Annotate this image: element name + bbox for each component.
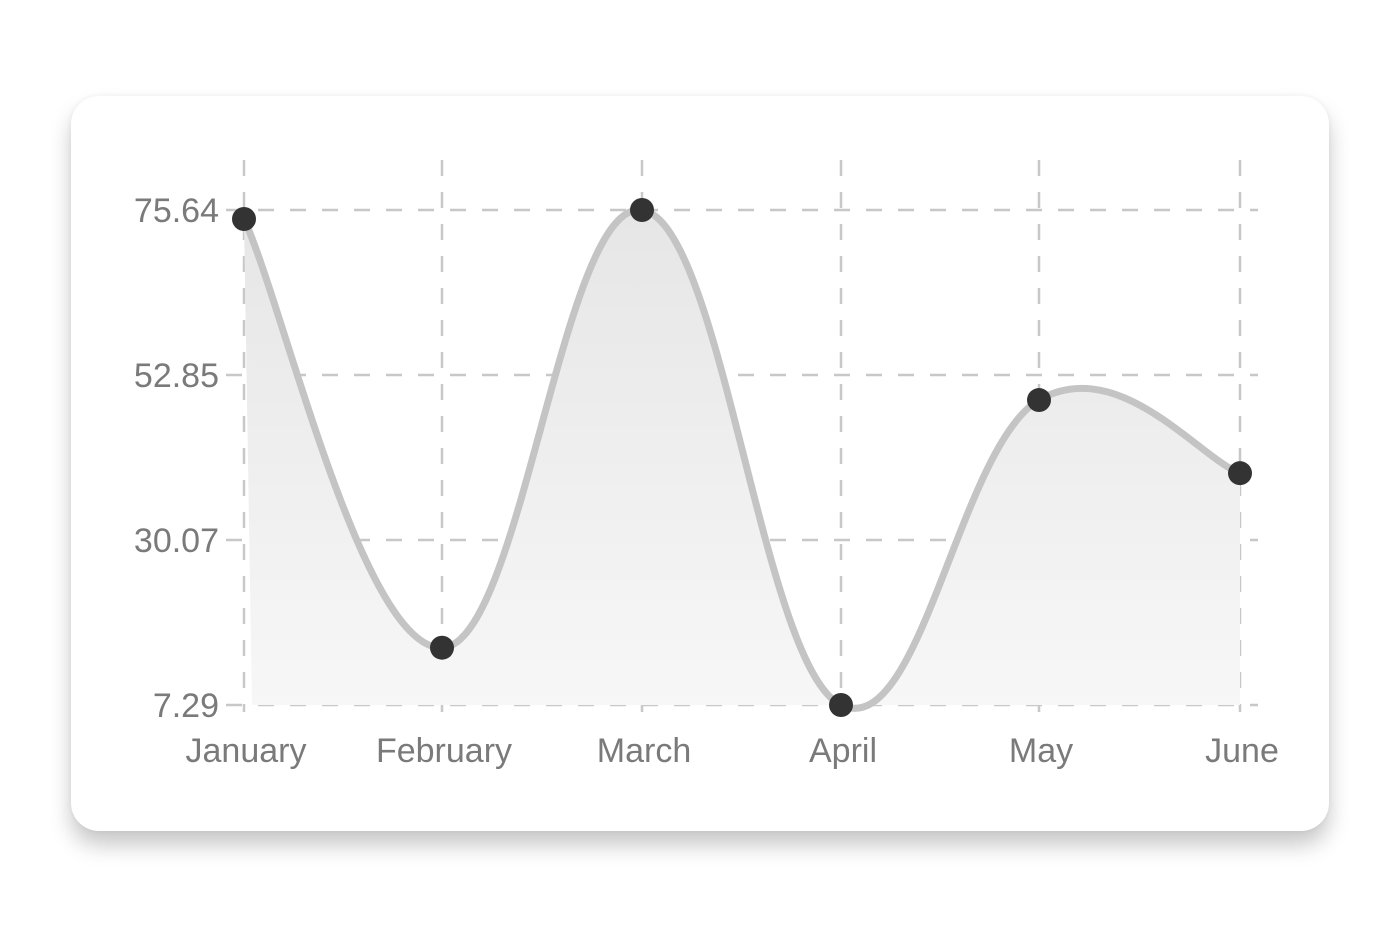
x-axis-labels: January February March April May June	[186, 732, 1279, 770]
y-axis-labels: 7.29 30.07 52.85 75.64	[134, 192, 219, 725]
x-tick-label: April	[809, 732, 877, 770]
x-tick-label: February	[376, 732, 512, 770]
data-point-march[interactable]	[630, 198, 654, 222]
y-tick-label: 52.85	[134, 357, 219, 395]
x-tick-label: March	[597, 732, 691, 770]
data-point-april[interactable]	[829, 693, 853, 717]
y-tick-label: 30.07	[134, 522, 219, 560]
x-tick-label: May	[1009, 732, 1073, 770]
y-tick-label: 75.64	[134, 192, 219, 230]
x-tick-label: June	[1205, 732, 1279, 770]
data-point-february[interactable]	[430, 635, 454, 660]
points-group	[232, 198, 1252, 717]
x-tick-label: January	[186, 732, 307, 770]
data-point-january[interactable]	[232, 206, 256, 231]
y-tick-label: 7.29	[153, 687, 219, 725]
data-point-may[interactable]	[1027, 388, 1051, 413]
data-point-june[interactable]	[1228, 461, 1252, 486]
